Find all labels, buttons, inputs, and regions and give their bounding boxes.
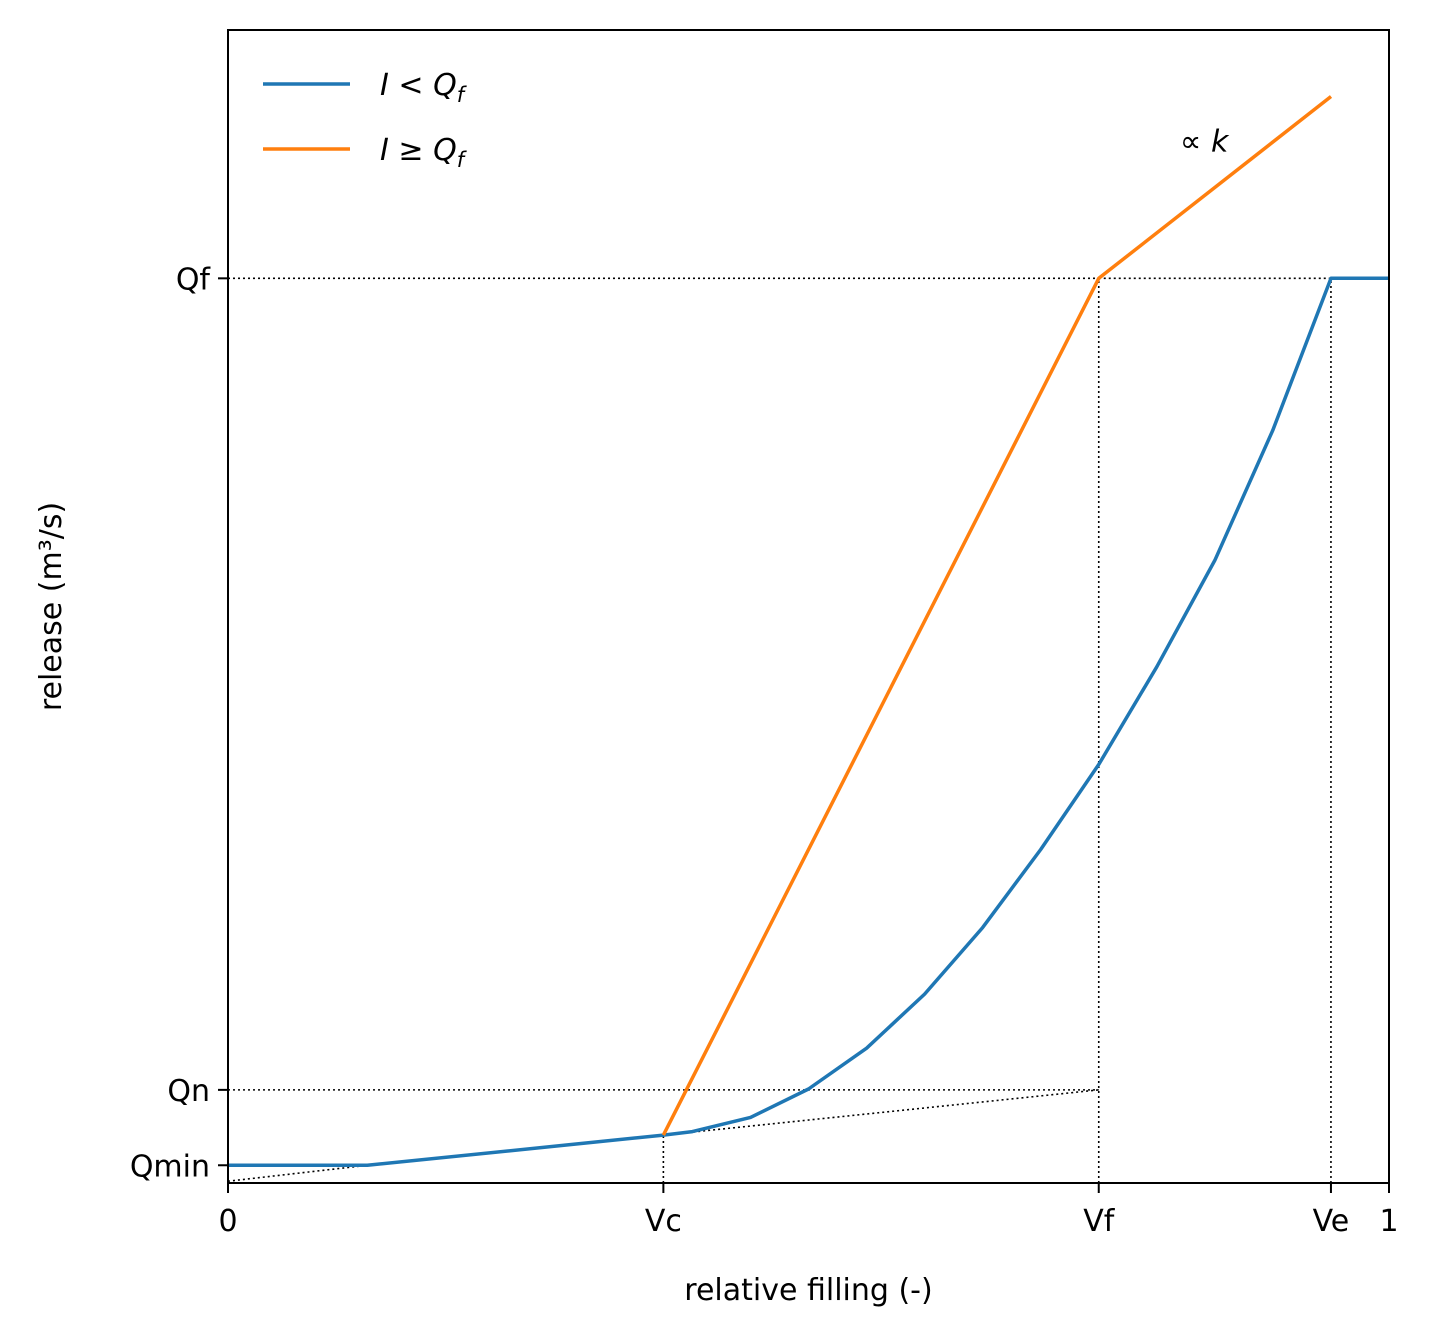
legend: I < Qf I ≥ Qf bbox=[263, 68, 468, 172]
series-line-0 bbox=[228, 276, 1389, 1168]
y-tick-label-2: Qf bbox=[176, 262, 212, 297]
series-line-1 bbox=[661, 95, 1333, 1136]
x-tick-label-1: Vc bbox=[645, 1204, 682, 1239]
y-tick-label-0: Qmin bbox=[130, 1149, 210, 1184]
x-tick-label-3: Ve bbox=[1313, 1204, 1350, 1239]
plot-frame bbox=[227, 29, 1390, 1184]
reference-line-6 bbox=[227, 1164, 368, 1183]
series-lines bbox=[228, 95, 1389, 1168]
y-axis-ticks: Qmin Qn Qf bbox=[130, 262, 228, 1184]
legend-label-1: I ≥ Qf bbox=[380, 133, 468, 172]
x-axis-ticks: 0 Vc Vf Ve 1 bbox=[218, 1183, 1399, 1239]
slope-annotation: ∝ k bbox=[1180, 125, 1230, 160]
reference-lines bbox=[227, 277, 1332, 1183]
x-tick-label-0: 0 bbox=[218, 1204, 237, 1239]
x-tick-label-2: Vf bbox=[1083, 1204, 1116, 1239]
legend-label-0: I < Qf bbox=[380, 68, 468, 107]
x-axis-label: relative filling (-) bbox=[684, 1273, 932, 1308]
y-tick-label-1: Qn bbox=[167, 1074, 210, 1109]
y-axis-label: release (m³/s) bbox=[34, 502, 69, 711]
x-tick-label-4: 1 bbox=[1379, 1204, 1398, 1239]
